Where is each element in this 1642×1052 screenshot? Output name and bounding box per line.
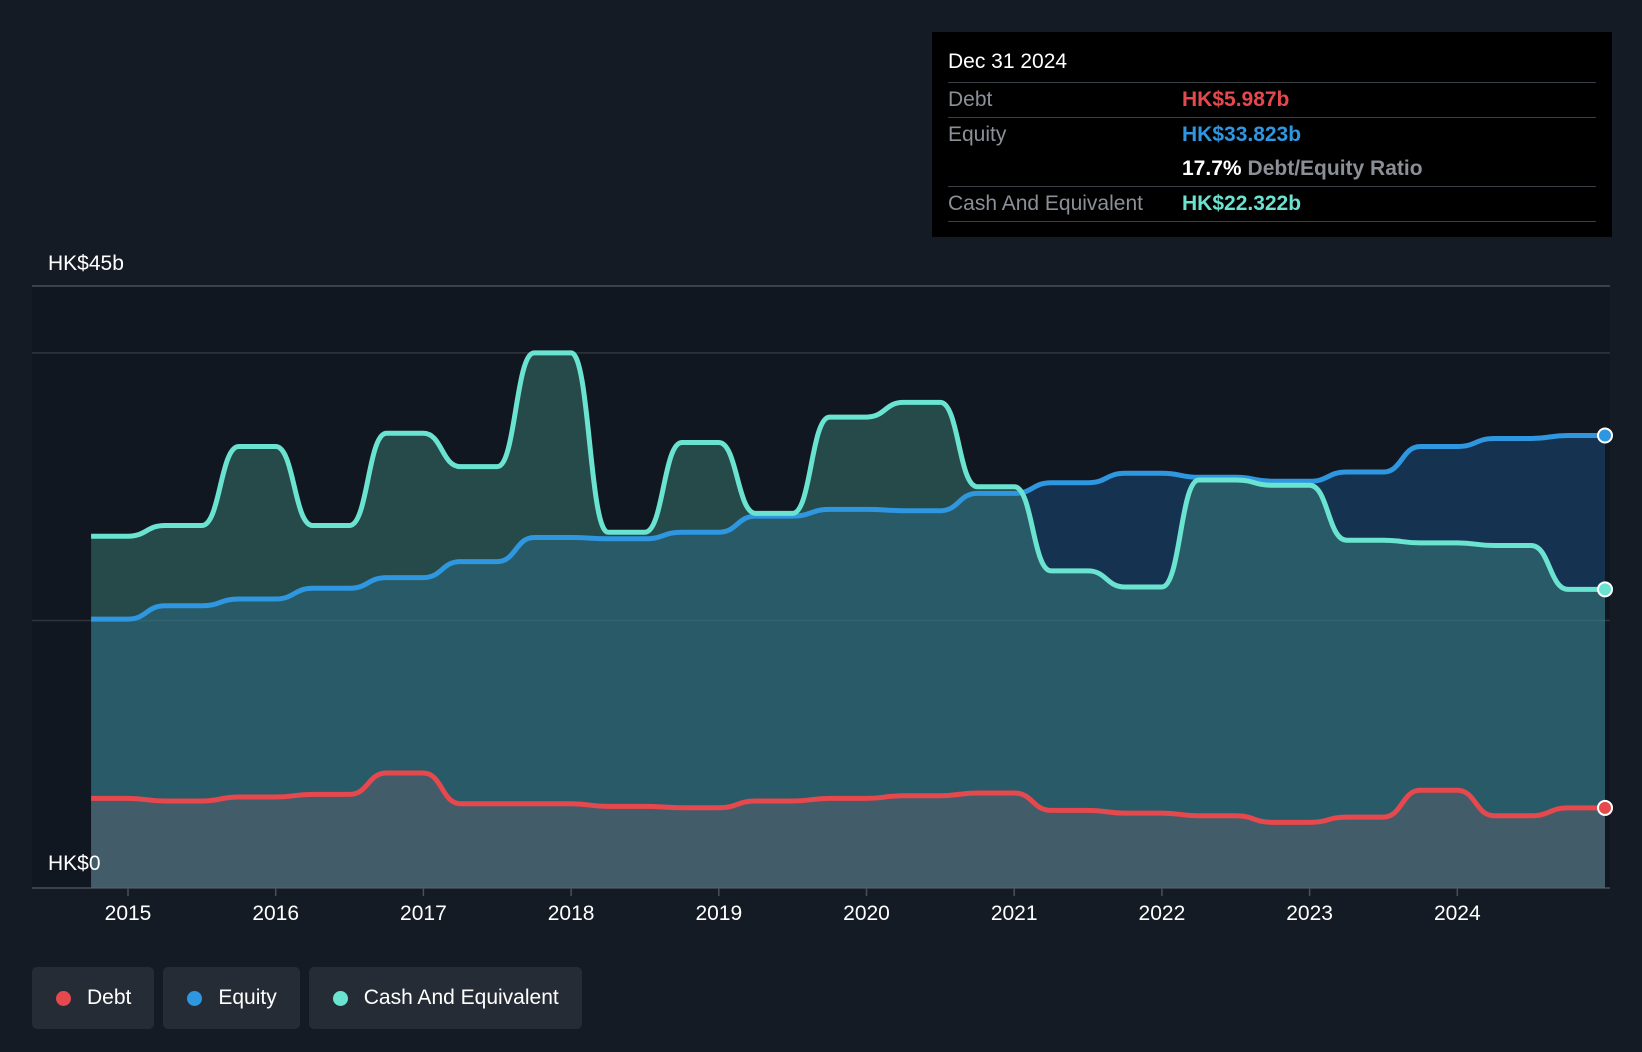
tooltip-equity-row: Equity HK$33.823b xyxy=(948,118,1596,152)
x-tick-label-2017: 2017 xyxy=(400,902,447,925)
x-axis-ticks: 2015 2016 2017 2018 2019 2020 2021 2022 2023 2024 xyxy=(105,888,1481,925)
x-tick-label-2023: 2023 xyxy=(1286,902,1333,925)
tooltip-debt-row: Debt HK$5.987b xyxy=(948,83,1596,118)
tooltip-cash-row: Cash And Equivalent HK$22.322b xyxy=(948,187,1596,222)
legend-dot-cash xyxy=(332,990,348,1006)
tooltip-equity-label: Equity xyxy=(948,123,1007,146)
legend-label-equity: Equity xyxy=(218,986,277,1009)
y-axis-top-label: HK$45b xyxy=(48,252,124,275)
y-axis-bottom-label: HK$0 xyxy=(48,852,101,875)
debt-line xyxy=(91,770,1605,825)
chart-legend: Debt Equity Cash And Equivalent xyxy=(32,967,591,1029)
legend-item-cash[interactable]: Cash And Equivalent xyxy=(308,967,582,1029)
x-tick-label-2022: 2022 xyxy=(1139,902,1186,925)
cash-area xyxy=(91,352,1606,888)
tooltip-debt-value: HK$5.987b xyxy=(1182,88,1290,111)
tooltip-debt-label: Debt xyxy=(948,88,993,111)
tooltip-ratio-label: Debt/Equity Ratio xyxy=(1247,157,1423,180)
cash-end-marker xyxy=(1597,581,1613,598)
legend-dot-equity xyxy=(187,990,203,1006)
equity-end-marker xyxy=(1597,427,1613,444)
tooltip-cash-label: Cash And Equivalent xyxy=(948,192,1143,215)
legend-dot-debt xyxy=(56,990,71,1006)
x-tick-label-2020: 2020 xyxy=(843,902,890,925)
x-tick-label-2019: 2019 xyxy=(695,902,742,925)
tooltip-equity-value: HK$33.823b xyxy=(1182,123,1302,146)
x-tick-label-2015: 2015 xyxy=(105,902,152,925)
equity-line xyxy=(91,433,1606,622)
tooltip-date: Dec 31 2024 xyxy=(948,32,1596,83)
legend-label-cash: Cash And Equivalent xyxy=(363,986,559,1009)
equity-area xyxy=(91,435,1606,888)
series-end-markers xyxy=(1597,427,1613,816)
debt-end-marker xyxy=(1597,799,1613,816)
x-tick-label-2018: 2018 xyxy=(548,902,595,925)
legend-label-debt: Debt xyxy=(87,986,132,1009)
x-tick-label-2016: 2016 xyxy=(252,902,299,925)
x-tick-label-2024: 2024 xyxy=(1434,902,1481,925)
tooltip-ratio-row: 17.7% Debt/Equity Ratio xyxy=(948,152,1596,187)
legend-item-equity[interactable]: Equity xyxy=(163,967,300,1029)
cash-line xyxy=(91,350,1605,592)
tooltip-cash-value: HK$22.322b xyxy=(1182,192,1302,215)
debt-area xyxy=(91,773,1606,888)
tooltip-ratio-value: 17.7% xyxy=(1182,157,1242,180)
legend-item-debt[interactable]: Debt xyxy=(32,967,155,1029)
x-tick-label-2021: 2021 xyxy=(991,902,1038,925)
series-lines xyxy=(91,350,1606,825)
hover-tooltip: Dec 31 2024 Debt HK$5.987b Equity HK$33.… xyxy=(932,32,1612,237)
series-areas xyxy=(91,352,1606,888)
